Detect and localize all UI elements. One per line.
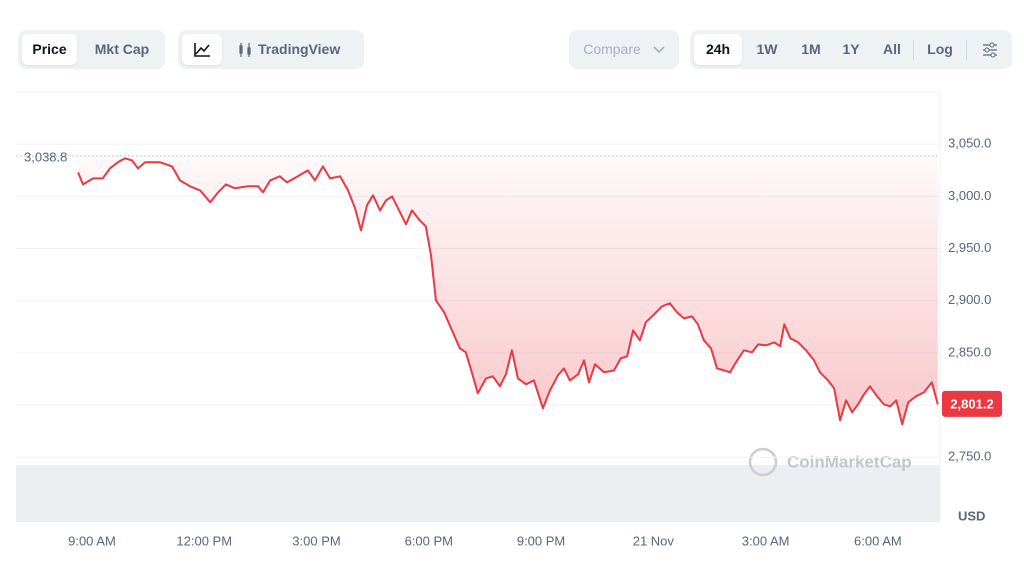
log[interactable]: Log (927, 41, 953, 57)
watermark: CoinMarketCap (787, 452, 912, 471)
price-line (77, 157, 939, 426)
compare[interactable]: Compare (583, 41, 641, 57)
tab-price[interactable]: Price (22, 34, 77, 65)
separator (913, 40, 914, 60)
area-fill (78, 155, 938, 425)
line-icon (194, 43, 210, 57)
x-tick-label: 6:00 AM (854, 533, 902, 548)
x-tick-label: 9:00 AM (68, 533, 116, 548)
range-button[interactable]: All (883, 41, 901, 57)
settings-icon (983, 42, 997, 58)
separator (966, 40, 967, 60)
reference-label: 3,038.8 (24, 149, 67, 164)
range-group (690, 30, 1012, 69)
chevron (650, 34, 668, 65)
last-price-label: 2,801.2 (950, 396, 993, 411)
chevron-svg (653, 46, 665, 54)
x-tick-label: 9:00 PM (517, 533, 565, 548)
y-unit: USD (958, 508, 985, 523)
last-price-box (942, 390, 1002, 417)
tradingview[interactable]: TradingView (258, 41, 341, 57)
range-button[interactable]: 24h (694, 34, 742, 65)
candle-icon (236, 34, 254, 65)
x-tick-label: 3:00 AM (742, 533, 790, 548)
range-button[interactable]: 1M (801, 41, 821, 57)
y-tick-label: 2,900.0 (948, 292, 991, 307)
y-tick-label: 3,050.0 (948, 136, 991, 151)
tab-mktcap[interactable]: Mkt Cap (94, 41, 150, 57)
line-tool[interactable] (182, 34, 222, 65)
x-tick-label: 6:00 PM (405, 533, 453, 548)
y-tick-label: 2,750.0 (948, 449, 991, 464)
x-tick-label: 3:00 PM (292, 533, 340, 548)
x-tick-label: 21 Nov (633, 533, 675, 548)
candle-svg (239, 43, 251, 57)
settings[interactable] (978, 34, 1002, 65)
x-tick-label: 12:00 PM (176, 533, 232, 548)
y-tick-label: 3,000.0 (948, 188, 991, 203)
watermark-logo (748, 447, 778, 477)
y-tick-label: 2,950.0 (948, 240, 991, 255)
y-tick-label: 2,800.0 (948, 397, 991, 412)
volume-band (16, 465, 940, 522)
range-button[interactable]: 1Y (842, 41, 860, 57)
y-tick-label: 2,850.0 (948, 344, 991, 359)
range-button[interactable]: 1W (756, 41, 778, 57)
